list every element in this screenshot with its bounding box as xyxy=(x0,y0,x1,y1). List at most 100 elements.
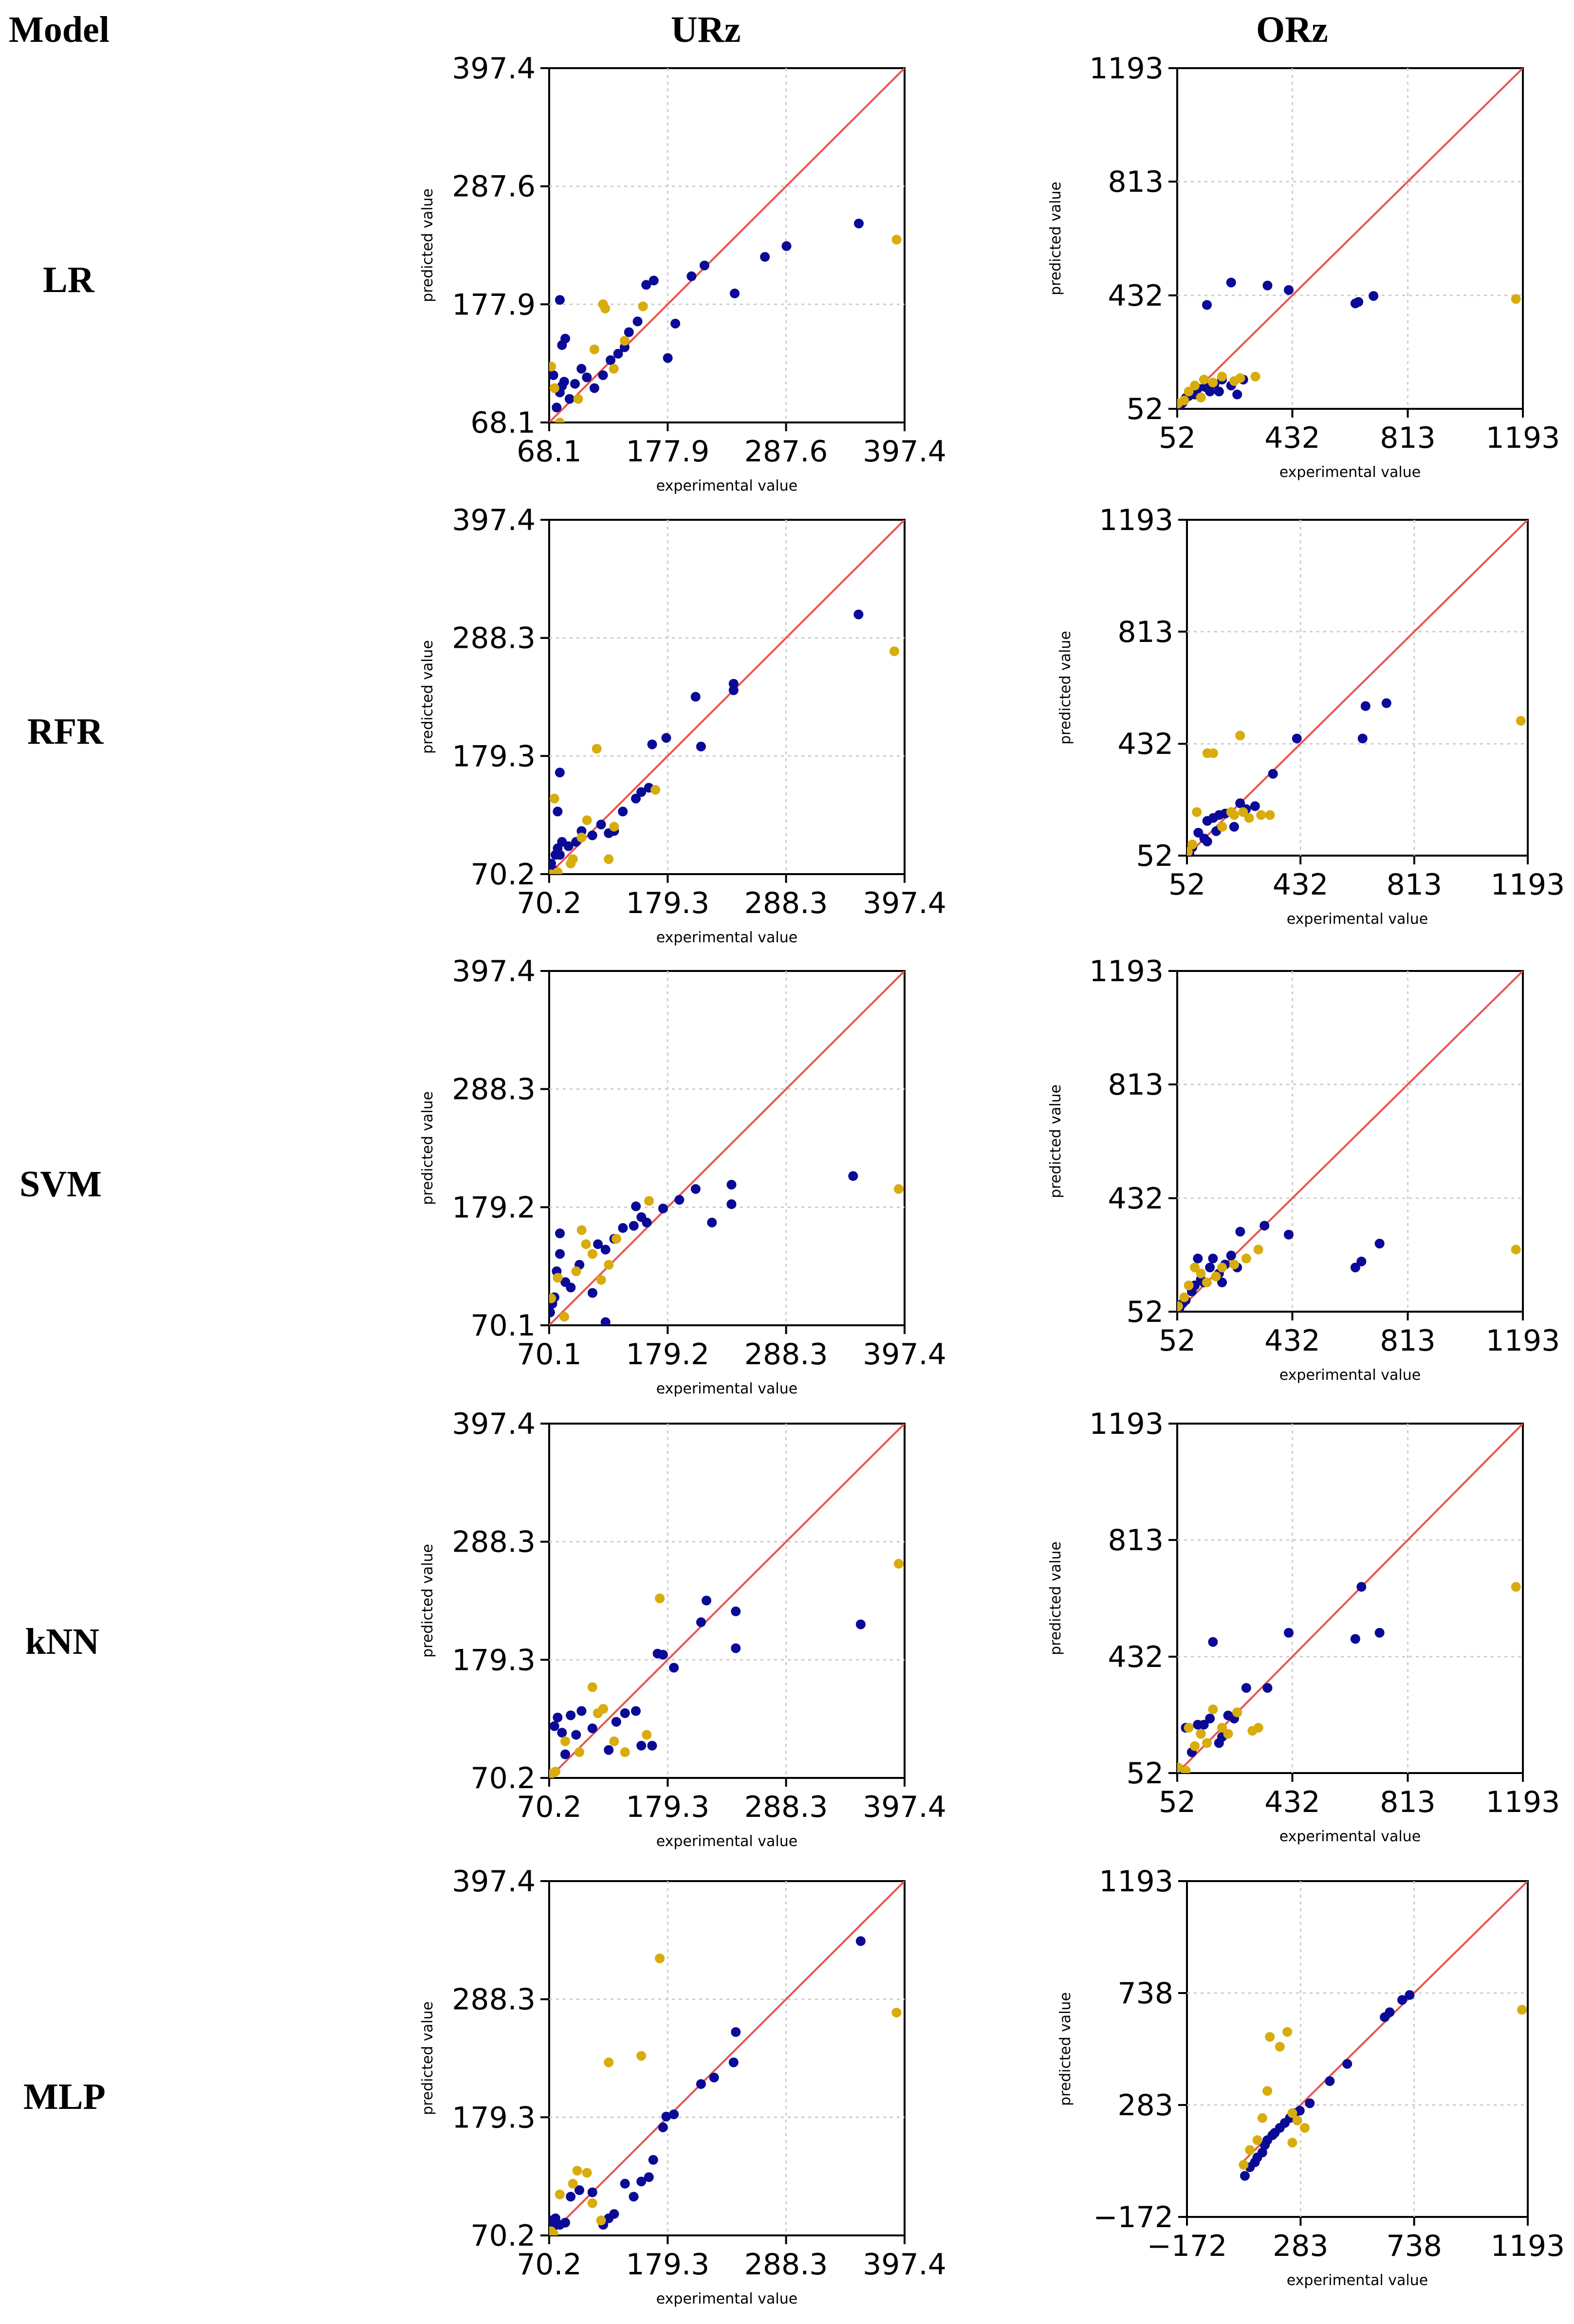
x-tick-label: 288.3 xyxy=(744,886,828,920)
x-tick-label: 397.4 xyxy=(863,2248,946,2282)
y-tick-label: 177.9 xyxy=(452,288,536,322)
test-point xyxy=(1217,1263,1227,1273)
test-point xyxy=(1300,2123,1310,2133)
test-point xyxy=(598,1704,609,1714)
train-point xyxy=(1193,1253,1203,1263)
x-tick-label: 70.2 xyxy=(517,1790,582,1824)
test-point xyxy=(611,1234,622,1244)
header-orz: ORz xyxy=(1256,9,1328,50)
x-tick-label: 1193 xyxy=(1486,1324,1560,1358)
y-axis-title: predicted value xyxy=(419,1091,436,1205)
train-point xyxy=(702,1595,712,1606)
test-point xyxy=(1235,731,1245,741)
chart-lr-urz: 68.168.1 177.9 177.9 287.6 287.6 397.4 397.4 ex… xyxy=(419,52,946,494)
train-point xyxy=(620,1708,630,1718)
train-point xyxy=(696,741,706,751)
test-point xyxy=(1196,1268,1206,1279)
train-point xyxy=(1202,836,1212,846)
train-point xyxy=(663,353,673,363)
test-point xyxy=(1239,2159,1249,2170)
train-point xyxy=(566,1282,576,1293)
train-point xyxy=(563,841,574,851)
test-point xyxy=(1208,748,1218,758)
test-point xyxy=(1287,2138,1297,2148)
train-point xyxy=(700,260,710,271)
train-point xyxy=(1356,1582,1367,1592)
y-axis-title: predicted value xyxy=(419,1544,436,1658)
x-tick-label: 288.3 xyxy=(744,2248,828,2282)
test-point xyxy=(655,1593,665,1604)
train-point xyxy=(552,403,562,413)
y-tick-label: 1193 xyxy=(1099,503,1173,537)
x-axis-title: experimental value xyxy=(1279,1828,1421,1845)
train-point xyxy=(555,850,565,860)
train-point xyxy=(1374,1628,1385,1638)
x-tick-label: 52 xyxy=(1159,1324,1196,1358)
x-tick-label: 397.4 xyxy=(863,886,946,920)
identity-line xyxy=(549,1881,905,2235)
train-point xyxy=(1229,822,1239,832)
test-point xyxy=(642,1730,652,1740)
train-point xyxy=(576,364,587,374)
x-tick-label: 70.2 xyxy=(517,886,582,920)
test-point xyxy=(587,2198,597,2208)
train-point xyxy=(549,370,558,380)
test-point xyxy=(1511,294,1521,304)
test-point xyxy=(1177,1301,1183,1311)
train-point xyxy=(855,1619,866,1629)
y-axis-title: predicted value xyxy=(1047,1084,1064,1198)
test-point xyxy=(549,362,556,372)
y-tick-label: 70.2 xyxy=(470,1761,536,1795)
train-point xyxy=(604,1745,614,1755)
train-point xyxy=(560,333,571,344)
train-point xyxy=(559,377,569,387)
y-tick-label: 287.6 xyxy=(452,170,536,204)
train-point xyxy=(1268,769,1278,779)
x-axis-title: experimental value xyxy=(656,477,798,494)
y-tick-label: 179.3 xyxy=(452,1643,536,1677)
train-point xyxy=(1205,1713,1215,1723)
test-point xyxy=(1244,813,1254,823)
train-point xyxy=(1283,285,1294,295)
test-point xyxy=(1282,2027,1293,2037)
test-point xyxy=(1184,1281,1194,1291)
test-point xyxy=(549,1293,556,1303)
train-point xyxy=(596,820,606,830)
train-point xyxy=(661,733,671,743)
train-point xyxy=(629,2192,639,2202)
train-point xyxy=(549,1307,556,1318)
y-tick-label: 813 xyxy=(1108,165,1164,199)
test-point xyxy=(1199,374,1209,384)
x-tick-label: 179.3 xyxy=(626,886,710,920)
x-tick-label: 1193 xyxy=(1486,1785,1560,1819)
y-tick-label: 283 xyxy=(1117,2088,1173,2123)
x-tick-label: 738 xyxy=(1386,2229,1442,2263)
train-point xyxy=(587,830,597,841)
test-point xyxy=(1179,1292,1189,1302)
test-point xyxy=(559,1312,570,1322)
y-tick-label: 1193 xyxy=(1089,1407,1164,1441)
train-point xyxy=(1226,277,1236,288)
test-point xyxy=(550,1767,560,1777)
x-tick-label: 813 xyxy=(1387,868,1443,902)
test-point xyxy=(1265,810,1275,820)
train-point xyxy=(669,2109,679,2120)
y-tick-label: 68.1 xyxy=(470,406,536,440)
train-point xyxy=(631,1201,641,1211)
y-tick-label: 70.2 xyxy=(470,2219,536,2253)
train-point xyxy=(661,2111,671,2122)
y-tick-label: 288.3 xyxy=(452,622,536,656)
x-tick-label: 397.4 xyxy=(863,1790,946,1824)
train-point xyxy=(1226,1250,1236,1261)
test-point xyxy=(1184,1722,1194,1733)
x-axis-title: experimental value xyxy=(656,1380,798,1397)
test-point xyxy=(604,1260,614,1270)
train-point xyxy=(658,1649,668,1660)
x-tick-label: 432 xyxy=(1264,1324,1320,1358)
test-point xyxy=(592,744,602,754)
train-point xyxy=(560,1749,571,1759)
test-point xyxy=(1196,392,1206,403)
train-point xyxy=(570,379,580,389)
